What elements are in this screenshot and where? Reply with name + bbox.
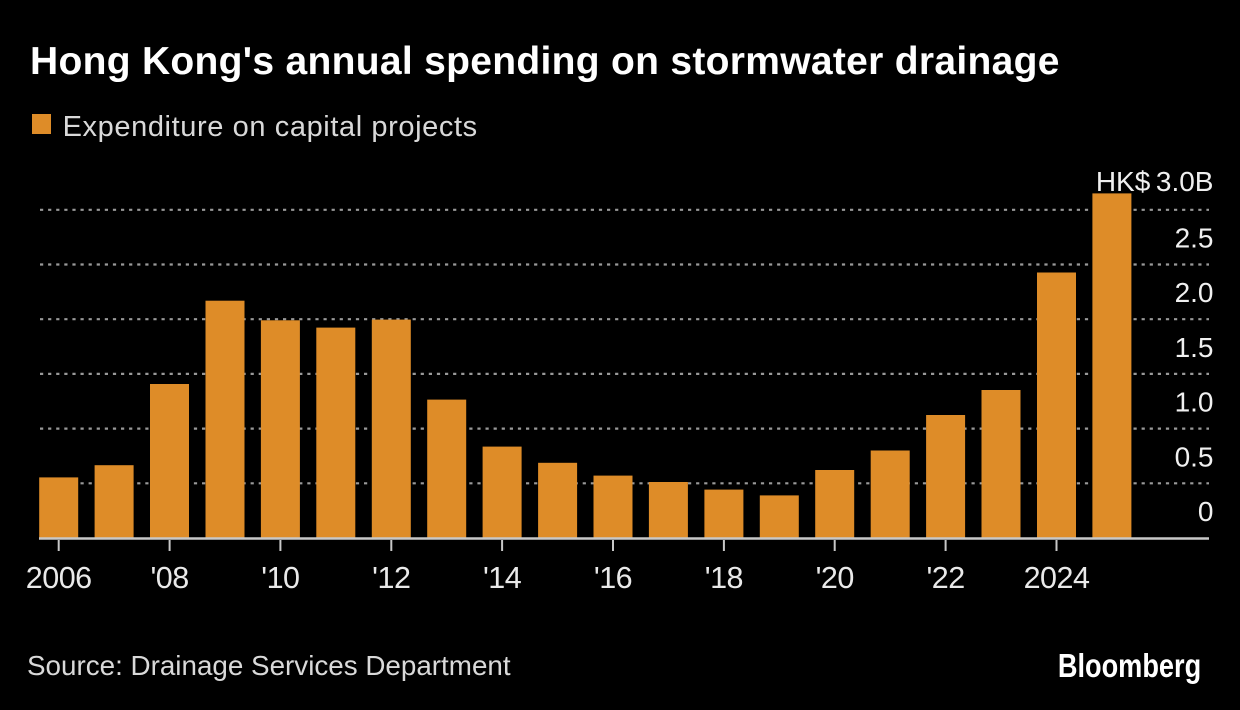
svg-text:2024: 2024: [1024, 561, 1090, 595]
svg-text:0.5: 0.5: [1175, 441, 1214, 472]
svg-text:'18: '18: [705, 561, 743, 595]
svg-text:'22: '22: [926, 561, 964, 595]
svg-text:HK$ 3.0B: HK$ 3.0B: [1096, 166, 1214, 197]
svg-text:'08: '08: [150, 561, 188, 595]
svg-text:'16: '16: [594, 561, 632, 595]
svg-text:1.0: 1.0: [1175, 387, 1214, 418]
svg-text:1.5: 1.5: [1175, 332, 1214, 363]
svg-text:'14: '14: [483, 561, 522, 595]
svg-text:2.5: 2.5: [1175, 223, 1214, 254]
svg-text:'20: '20: [816, 561, 854, 595]
svg-text:2.0: 2.0: [1175, 277, 1214, 308]
svg-text:2006: 2006: [26, 561, 92, 595]
svg-text:'12: '12: [372, 561, 410, 595]
svg-text:'10: '10: [261, 561, 299, 595]
svg-text:0: 0: [1198, 496, 1214, 527]
